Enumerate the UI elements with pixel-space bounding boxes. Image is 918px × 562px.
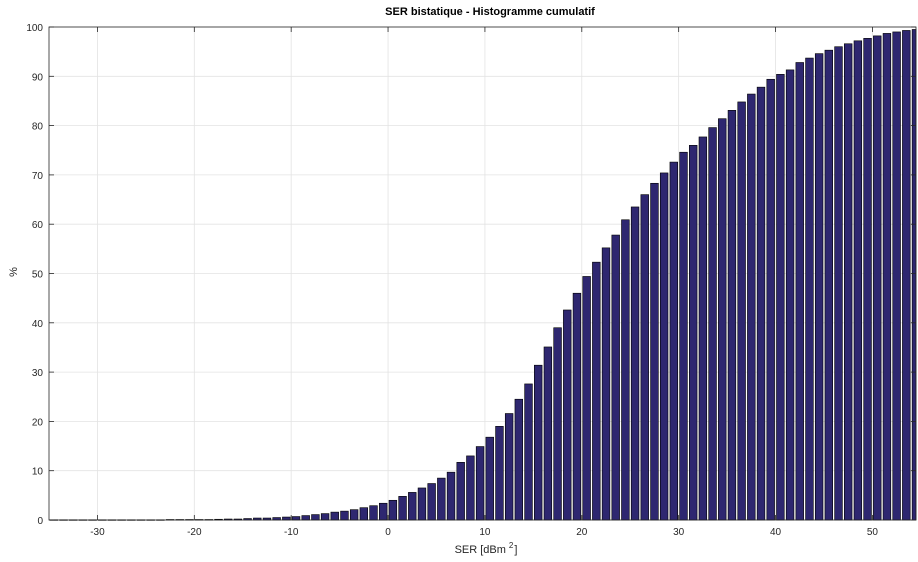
bar xyxy=(747,93,756,521)
y-tick-label: 100 xyxy=(26,23,43,34)
bar xyxy=(408,492,417,521)
x-tick-label: 20 xyxy=(576,527,588,538)
bar xyxy=(873,35,882,521)
bar xyxy=(853,40,863,521)
x-axis-label-text: SER [dBm xyxy=(455,544,506,556)
bar xyxy=(388,499,398,521)
bar xyxy=(427,483,436,521)
bar xyxy=(698,136,708,521)
bar xyxy=(650,182,659,521)
ticks: 0 10 20 30 40 50 60 70 80 90 100 -30 -20 -10 0 10 20 30 40… xyxy=(26,23,916,538)
x-tick-label: 30 xyxy=(673,527,685,538)
bar xyxy=(340,510,349,521)
bar xyxy=(311,514,320,521)
bar xyxy=(572,292,582,521)
bar xyxy=(892,31,901,521)
bar xyxy=(534,364,543,521)
bar xyxy=(524,383,533,521)
bars xyxy=(49,29,917,521)
bar xyxy=(504,413,514,521)
bar xyxy=(911,29,917,521)
bar xyxy=(359,507,369,521)
bar xyxy=(756,86,766,521)
y-tick-label: 60 xyxy=(32,220,44,231)
x-tick-label: -20 xyxy=(187,527,202,538)
x-axis-label-superscript: 2 xyxy=(509,541,514,550)
x-tick-label: 0 xyxy=(385,527,391,538)
bar xyxy=(320,513,330,521)
y-tick-label: 40 xyxy=(32,319,44,330)
y-tick-label: 10 xyxy=(32,467,44,478)
bar xyxy=(785,69,795,521)
bar xyxy=(437,477,446,521)
bar xyxy=(601,247,611,521)
bar xyxy=(834,46,843,521)
bar xyxy=(456,462,465,521)
bar xyxy=(679,151,688,521)
bar xyxy=(640,194,649,521)
bar xyxy=(398,496,407,521)
y-axis-label: % xyxy=(8,267,20,277)
bar xyxy=(369,505,378,521)
bar xyxy=(882,33,892,521)
bar xyxy=(592,261,601,521)
bar xyxy=(814,53,824,521)
y-tick-label: 50 xyxy=(32,270,44,281)
bar xyxy=(766,78,775,521)
bar xyxy=(737,101,746,521)
y-tick-label: 90 xyxy=(32,72,44,83)
chart-title: SER bistatique - Histogramme cumulatif xyxy=(385,6,595,18)
y-tick-label: 0 xyxy=(37,516,43,527)
bar xyxy=(863,38,872,521)
bar xyxy=(543,346,553,521)
bar xyxy=(805,57,814,521)
x-tick-label: -10 xyxy=(284,527,299,538)
bar xyxy=(282,516,291,521)
bar xyxy=(659,172,669,521)
bar xyxy=(824,49,833,521)
y-tick-label: 80 xyxy=(32,122,44,133)
bar xyxy=(417,487,427,521)
bar xyxy=(669,161,678,521)
bar xyxy=(718,118,727,521)
bar xyxy=(330,511,339,521)
bar xyxy=(485,436,494,521)
bar xyxy=(708,127,717,521)
y-tick-label: 20 xyxy=(32,417,44,428)
bar xyxy=(727,110,737,521)
bar xyxy=(611,234,620,521)
bar xyxy=(291,516,301,521)
bar xyxy=(495,426,504,521)
bar xyxy=(446,471,456,521)
bar xyxy=(582,276,591,521)
bar xyxy=(795,62,804,521)
x-axis-label: SER [dBm 2] xyxy=(455,541,518,556)
bar xyxy=(621,219,630,521)
bar xyxy=(514,398,524,521)
x-axis-label-close: ] xyxy=(514,544,517,556)
bar xyxy=(902,30,911,521)
y-tick-label: 30 xyxy=(32,368,44,379)
bar xyxy=(349,509,359,521)
bar xyxy=(630,206,640,521)
bar xyxy=(475,446,485,521)
bar xyxy=(466,455,475,521)
bar xyxy=(563,309,572,521)
x-tick-label: -30 xyxy=(90,527,105,538)
bar xyxy=(776,74,785,521)
bar xyxy=(379,502,388,521)
bar xyxy=(844,43,853,521)
y-tick-label: 70 xyxy=(32,171,44,182)
x-tick-label: 40 xyxy=(770,527,782,538)
bar xyxy=(301,515,310,521)
bar xyxy=(689,145,698,521)
bar xyxy=(553,327,562,521)
x-tick-label: 50 xyxy=(867,527,879,538)
x-tick-label: 10 xyxy=(479,527,491,538)
